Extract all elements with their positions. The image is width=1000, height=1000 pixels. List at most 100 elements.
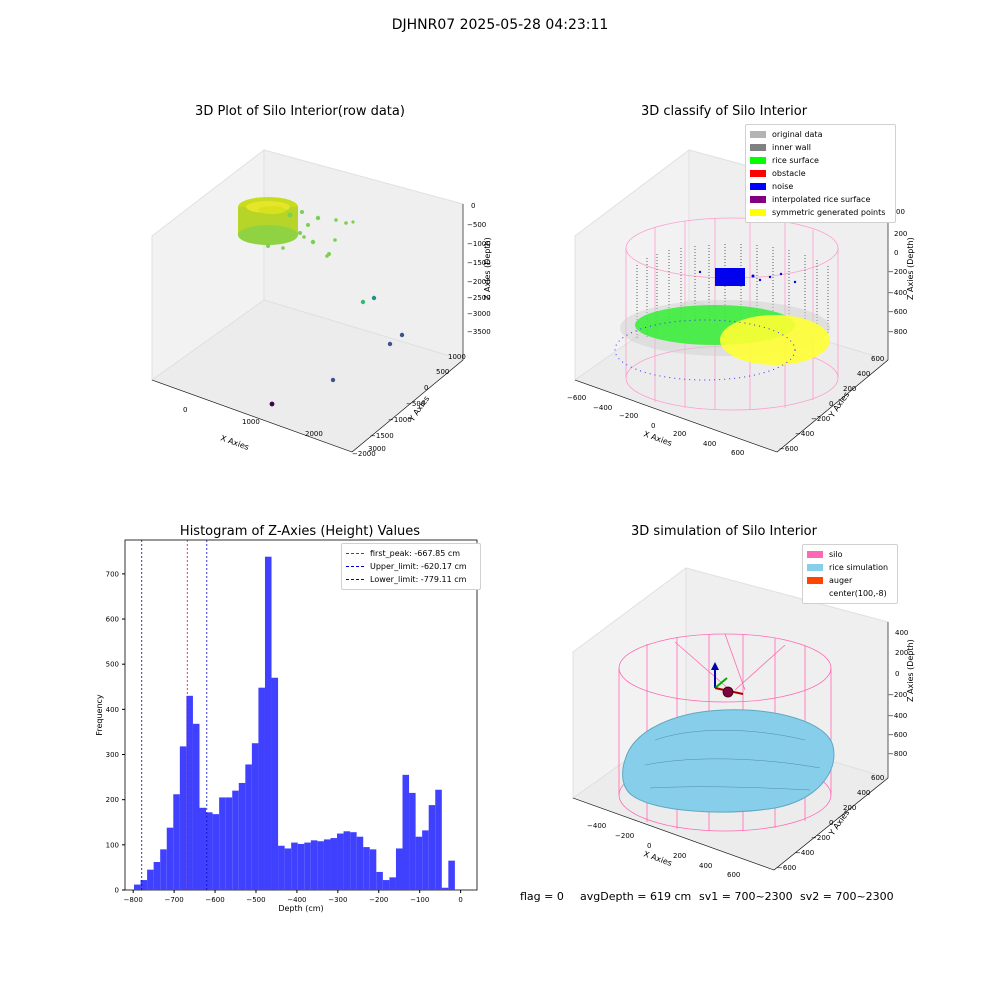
y-tick: −200 — [811, 415, 830, 423]
histogram-y-ticks: 0 100 200 300 400 500 600 700 — [106, 570, 125, 895]
panel2-x-label: X Axies — [642, 429, 673, 448]
histogram-bar — [258, 687, 265, 890]
z-tick: −500 — [467, 221, 486, 229]
legend-label: symmetric generated points — [772, 208, 886, 217]
z-tick: 0 — [471, 202, 475, 210]
flag-text: flag = 0 — [520, 890, 564, 903]
legend-label: original data — [772, 130, 823, 139]
histogram-bar — [245, 764, 252, 890]
histogram-bar — [284, 848, 292, 890]
y-tick-label: 700 — [106, 570, 119, 578]
panel4-legend: silo rice simulation auger center(100,-8… — [802, 544, 898, 604]
histogram-bar — [186, 695, 193, 890]
histogram-bar — [441, 887, 449, 890]
histogram-bar — [179, 746, 187, 890]
histogram-bar — [297, 843, 305, 890]
legend-label: first_peak: -667.85 cm — [370, 549, 461, 558]
histogram-bar — [350, 832, 357, 890]
legend-item: Lower_limit: -779.11 cm — [346, 573, 476, 586]
y-tick: −200 — [811, 834, 830, 842]
sv1-text: sv1 = 700~2300 — [699, 890, 793, 903]
x-tick-label: −500 — [246, 896, 265, 904]
x-tick: 600 — [727, 871, 740, 879]
z-tick: −2000 — [467, 278, 491, 286]
histogram-bar — [435, 789, 442, 890]
histogram-bar — [415, 836, 423, 890]
histogram-bar — [173, 794, 180, 890]
z-tick: 200 — [894, 230, 907, 238]
panel4-y-ticks: 600 400 200 0 −200 −400 −600 — [777, 774, 884, 872]
x-tick-label: −300 — [328, 896, 347, 904]
histogram-bar — [291, 842, 298, 890]
z-tick: 200 — [895, 649, 908, 657]
legend-swatch — [807, 564, 823, 571]
panel2-x-ticks: −600 −400 −200 0 200 400 600 — [567, 394, 744, 457]
y-tick: −600 — [777, 864, 796, 872]
y-tick: 1000 — [448, 353, 466, 361]
z-tick: −600 — [888, 308, 907, 316]
histogram-bar — [343, 831, 351, 890]
y-tick-label: 300 — [106, 751, 119, 759]
legend-item: symmetric generated points — [750, 206, 891, 219]
panel1-ring — [238, 197, 298, 245]
y-tick-label: 100 — [106, 841, 119, 849]
histogram-bar — [310, 840, 318, 890]
z-tick: −400 — [888, 712, 907, 720]
legend-item: interpolated rice surface — [750, 193, 891, 206]
legend-label: Lower_limit: -779.11 cm — [370, 575, 467, 584]
panel1-scatter-points — [266, 210, 355, 258]
histogram-x-ticks: −800 −700 −600 −500 −400 −300 −200 −100 0 — [124, 890, 463, 904]
z-tick: −2500 — [467, 294, 491, 302]
histogram-bar — [278, 845, 285, 890]
x-tick: 0 — [183, 406, 187, 414]
z-tick: 0 — [894, 249, 898, 257]
panel1-outlier-point — [360, 299, 366, 305]
histogram-bar — [422, 830, 429, 890]
x-tick-label: −800 — [124, 896, 143, 904]
legend-item: center(100,-8) — [807, 587, 893, 600]
panel2-noise-ring — [614, 319, 796, 381]
panel1-outlier-point — [371, 295, 377, 301]
x-tick: 3000 — [368, 445, 386, 453]
y-tick: 400 — [857, 789, 870, 797]
legend-swatch — [750, 170, 766, 177]
histogram-bar — [219, 797, 226, 890]
z-tick: −1500 — [467, 259, 491, 267]
legend-swatch — [807, 577, 823, 584]
y-tick: −1500 — [370, 432, 394, 440]
panel2-title: 3D classify of Silo Interior — [640, 104, 808, 119]
legend-line — [346, 579, 364, 580]
x-tick-label: −400 — [287, 896, 306, 904]
y-tick: −600 — [779, 445, 798, 453]
legend-item: first_peak: -667.85 cm — [346, 547, 476, 560]
panel1-z-ticks: 0 −500 −1000 −1500 −2000 −2500 −3000 −35… — [467, 202, 491, 336]
x-tick-label: −200 — [369, 896, 388, 904]
y-tick: −400 — [795, 430, 814, 438]
y-tick: 600 — [871, 355, 884, 363]
legend-label: noise — [772, 182, 794, 191]
x-tick-label: 0 — [458, 896, 462, 904]
panel1-y-ticks: 1000 500 0 −500 −1000 −1500 −2000 — [352, 353, 466, 458]
histogram-y-label: Frequency — [95, 694, 104, 736]
z-tick: −400 — [888, 289, 907, 297]
histogram-bar — [160, 849, 167, 890]
histogram-bar — [206, 812, 213, 890]
legend-label: Upper_limit: -620.17 cm — [370, 562, 467, 571]
y-tick: −500 — [406, 400, 425, 408]
histogram-bar — [264, 556, 272, 890]
panel1-outlier-point — [330, 377, 336, 383]
histogram-bar — [323, 839, 331, 890]
chart-simulation-3d: −400 −200 0 200 400 600 X Axies 600 400 … — [571, 567, 915, 879]
chart-classify-3d: −600 −400 −200 0 200 400 600 X Axies 600… — [567, 148, 915, 457]
legend-swatch — [750, 144, 766, 151]
x-tick: −200 — [615, 832, 634, 840]
panel2-y-ticks: 600 400 200 0 −200 −400 −600 — [779, 355, 884, 453]
z-tick: −800 — [888, 750, 907, 758]
panel3-title: Histogram of Z-Axies (Height) Values — [179, 524, 421, 539]
x-tick: 400 — [699, 862, 712, 870]
y-tick: 0 — [829, 819, 833, 827]
panel4-surface-mesh — [644, 730, 821, 791]
x-tick: −400 — [593, 404, 612, 412]
histogram-bar — [271, 677, 279, 890]
panel4-auger — [711, 662, 744, 698]
